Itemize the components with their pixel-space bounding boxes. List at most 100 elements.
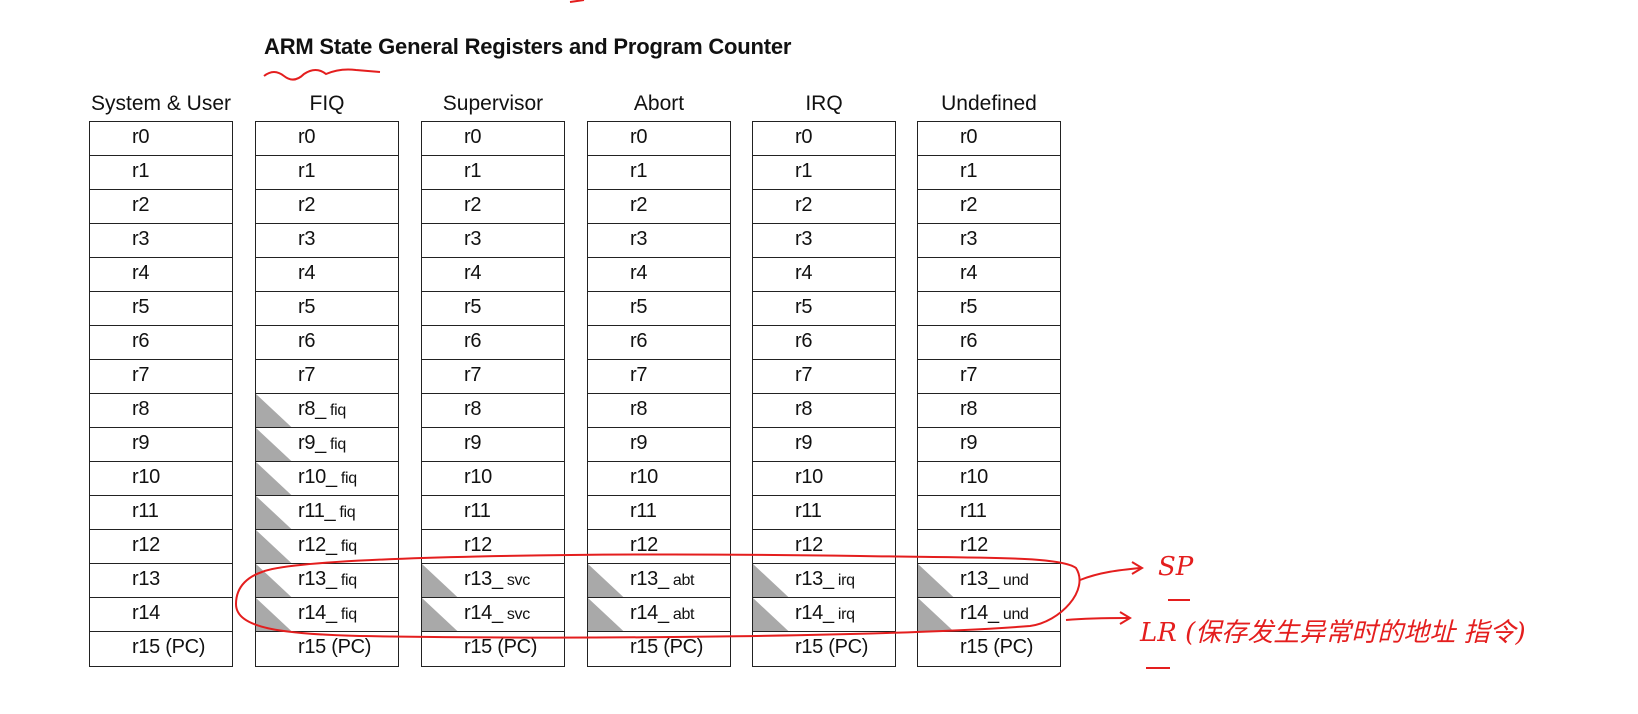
banked-marker (588, 598, 624, 632)
register-label: r8 (960, 398, 977, 421)
register-name: r4 (464, 262, 482, 284)
mode-header: Abort (633, 92, 685, 115)
register-cell: r11 (421, 495, 565, 531)
register-cell: r9 (587, 427, 731, 463)
register-cell: r12 (917, 529, 1061, 565)
register-name: r13_ (630, 568, 669, 590)
register-label: r4 (630, 262, 647, 285)
register-cell: r10 (752, 461, 896, 497)
register-name: r10 (960, 466, 989, 488)
banked-marker (256, 462, 292, 496)
register-cell: r11 (917, 495, 1061, 531)
register-label: r9_ fiq (298, 432, 346, 455)
register-mode-suffix: irq (837, 606, 855, 623)
banked-marker (918, 564, 954, 598)
register-mode-suffix: fiq (339, 504, 356, 521)
register-label: r11 (464, 500, 491, 523)
register-cell: r10 (421, 461, 565, 497)
register-label: r12 (464, 534, 492, 557)
register-mode-suffix: svc (506, 606, 530, 623)
register-cell: r5 (917, 291, 1061, 327)
register-cell: r15 (PC) (89, 631, 233, 667)
register-cell: r5 (255, 291, 399, 327)
register-name: r4 (630, 262, 648, 284)
mode-header: Undefined (941, 92, 1037, 115)
register-label: r4 (464, 262, 481, 285)
register-name: r10 (630, 466, 659, 488)
register-label: r5 (464, 296, 481, 319)
register-cell: r2 (917, 189, 1061, 225)
register-name: r5 (960, 296, 978, 318)
register-name: r10_ (298, 466, 337, 488)
register-name: r3 (960, 228, 978, 250)
register-cell: r4 (917, 257, 1061, 293)
register-name: r8_ (298, 398, 327, 420)
register-cell: r2 (587, 189, 731, 225)
register-cell: r1 (752, 155, 896, 191)
register-cell: r15 (PC) (917, 631, 1061, 667)
register-label: r12_ fiq (298, 534, 357, 557)
register-label: r8 (795, 398, 812, 421)
register-name: r2 (630, 194, 648, 216)
register-label: r7 (298, 364, 315, 387)
register-label: r6 (298, 330, 315, 353)
register-name: r10 (795, 466, 824, 488)
register-name: r0 (960, 126, 978, 148)
register-label: r9 (795, 432, 812, 455)
register-label: r14_ svc (464, 602, 530, 625)
register-cell: r8 (917, 393, 1061, 429)
register-mode-suffix: abt (672, 572, 695, 589)
register-name: r6 (630, 330, 648, 352)
register-label: r0 (132, 126, 149, 149)
register-cell: r7 (421, 359, 565, 395)
register-cell: r6 (89, 325, 233, 361)
register-label: r8 (464, 398, 481, 421)
register-name: r4 (960, 262, 978, 284)
diagram-title: ARM State General Registers and Program … (264, 34, 792, 59)
register-cell: r7 (917, 359, 1061, 395)
register-name: r3 (298, 228, 316, 250)
register-name: r12 (464, 534, 493, 556)
mode-header: Supervisor (442, 92, 544, 115)
register-label: r3 (298, 228, 315, 251)
register-label: r13_ fiq (298, 568, 357, 591)
register-name: r2 (795, 194, 813, 216)
banked-register-cell: r13_ abt (587, 563, 731, 599)
register-name: r15 (PC) (298, 636, 372, 658)
register-cell: r6 (752, 325, 896, 361)
register-name: r8 (795, 398, 813, 420)
register-name: r4 (795, 262, 813, 284)
register-cell: r1 (255, 155, 399, 191)
register-name: r3 (795, 228, 813, 250)
banked-register-cell: r9_ fiq (255, 427, 399, 463)
register-name: r13_ (795, 568, 834, 590)
register-name: r1 (132, 160, 150, 182)
register-cell: r1 (421, 155, 565, 191)
register-label: r13 (132, 568, 160, 591)
register-label: r6 (960, 330, 977, 353)
register-cell: r8 (89, 393, 233, 429)
mode-header: IRQ (805, 92, 843, 115)
register-label: r12 (630, 534, 658, 557)
register-name: r10 (132, 466, 161, 488)
register-label: r3 (132, 228, 149, 251)
register-cell: r5 (587, 291, 731, 327)
banked-marker (256, 496, 292, 530)
register-name: r7 (464, 364, 482, 386)
register-name: r8 (960, 398, 978, 420)
register-label: r4 (795, 262, 812, 285)
register-label: r1 (630, 160, 647, 183)
register-label: r9 (960, 432, 977, 455)
banked-register-cell: r14_ fiq (255, 597, 399, 633)
register-name: r2 (960, 194, 978, 216)
register-cell: r5 (752, 291, 896, 327)
register-cell: r7 (89, 359, 233, 395)
register-label: r14_ fiq (298, 602, 357, 625)
register-cell: r0 (587, 121, 731, 157)
register-cell: r3 (587, 223, 731, 259)
register-cell: r15 (PC) (421, 631, 565, 667)
register-name: r0 (630, 126, 648, 148)
register-name: r5 (464, 296, 482, 318)
register-cell: r14 (89, 597, 233, 633)
banked-marker (588, 564, 624, 598)
